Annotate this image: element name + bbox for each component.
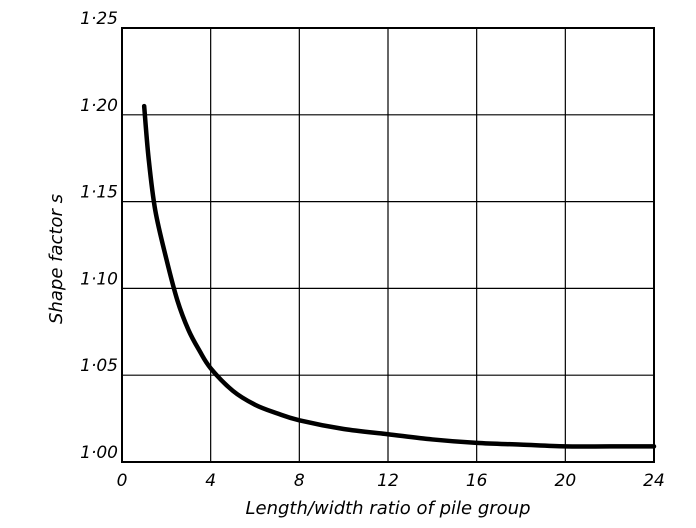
y-axis-ticks: 1·00 1·05 1·10 1·15 1·20 1·25 xyxy=(80,9,118,463)
y-tick-label: 1·05 xyxy=(80,356,118,376)
grid xyxy=(121,27,655,463)
x-axis-label: Length/width ratio of pile group xyxy=(246,498,531,519)
plot-area-border xyxy=(121,27,655,463)
x-tick-label: 4 xyxy=(205,471,216,491)
x-tick-label: 8 xyxy=(294,471,305,491)
y-tick-label: 1·15 xyxy=(80,183,118,203)
x-tick-label: 24 xyxy=(643,471,665,491)
x-tick-label: 0 xyxy=(117,471,128,491)
x-tick-label: 20 xyxy=(555,471,577,491)
x-tick-label: 12 xyxy=(377,471,399,491)
x-axis-ticks: 0 4 8 12 16 20 24 xyxy=(117,471,665,491)
y-tick-label: 1·25 xyxy=(80,9,118,29)
y-tick-label: 1·10 xyxy=(80,269,118,289)
x-tick-label: 16 xyxy=(466,471,488,491)
y-axis-label: Shape factor s xyxy=(46,194,67,324)
y-tick-label: 1·00 xyxy=(80,443,118,463)
y-tick-label: 1·20 xyxy=(80,96,118,116)
shape-factor-curve xyxy=(141,103,657,449)
